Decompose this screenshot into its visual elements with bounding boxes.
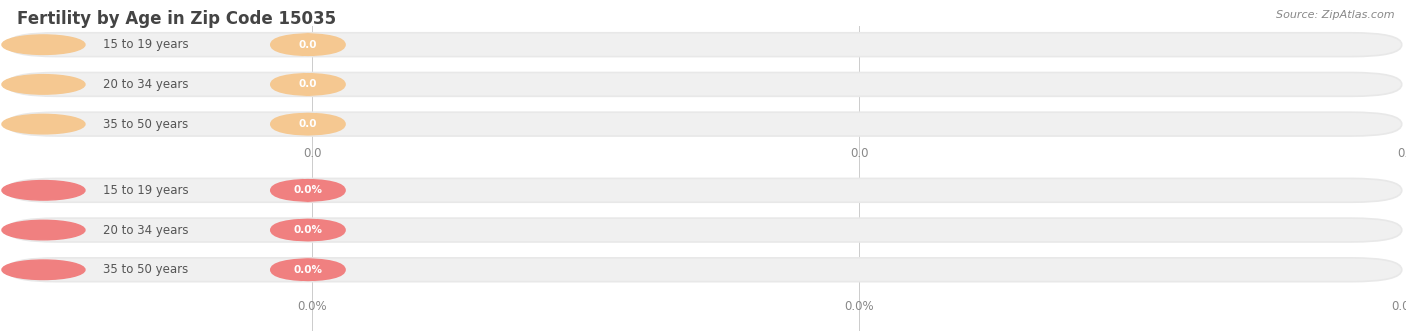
Text: 0.0%: 0.0% <box>1391 300 1406 313</box>
Text: 0.0: 0.0 <box>849 147 869 161</box>
Text: 35 to 50 years: 35 to 50 years <box>103 263 188 276</box>
Text: 20 to 34 years: 20 to 34 years <box>103 223 188 237</box>
Circle shape <box>1 220 84 240</box>
Text: 0.0: 0.0 <box>298 119 318 129</box>
Circle shape <box>1 114 84 134</box>
Text: Source: ZipAtlas.com: Source: ZipAtlas.com <box>1277 10 1395 20</box>
Text: 0.0%: 0.0% <box>294 225 322 235</box>
Circle shape <box>1 260 84 280</box>
FancyBboxPatch shape <box>7 218 1402 242</box>
FancyBboxPatch shape <box>7 178 1402 202</box>
Text: 0.0: 0.0 <box>298 79 318 89</box>
Text: 0.0%: 0.0% <box>294 185 322 195</box>
Text: 0.0: 0.0 <box>302 147 322 161</box>
FancyBboxPatch shape <box>7 72 1402 96</box>
Text: 15 to 19 years: 15 to 19 years <box>103 38 188 51</box>
Text: 0.0%: 0.0% <box>844 300 875 313</box>
FancyBboxPatch shape <box>270 33 346 57</box>
Text: 15 to 19 years: 15 to 19 years <box>103 184 188 197</box>
Circle shape <box>1 180 84 200</box>
Text: 0.0%: 0.0% <box>297 300 328 313</box>
Text: Fertility by Age in Zip Code 15035: Fertility by Age in Zip Code 15035 <box>17 10 336 28</box>
FancyBboxPatch shape <box>270 218 346 242</box>
FancyBboxPatch shape <box>7 33 1402 57</box>
FancyBboxPatch shape <box>270 178 346 202</box>
Text: 0.0: 0.0 <box>298 40 318 50</box>
Text: 0.0%: 0.0% <box>294 265 322 275</box>
FancyBboxPatch shape <box>7 258 1402 282</box>
FancyBboxPatch shape <box>270 258 346 282</box>
Text: 20 to 34 years: 20 to 34 years <box>103 78 188 91</box>
FancyBboxPatch shape <box>270 72 346 96</box>
Text: 35 to 50 years: 35 to 50 years <box>103 118 188 131</box>
Circle shape <box>1 74 84 94</box>
FancyBboxPatch shape <box>7 112 1402 136</box>
FancyBboxPatch shape <box>270 112 346 136</box>
Text: 0.0: 0.0 <box>1396 147 1406 161</box>
Circle shape <box>1 35 84 55</box>
